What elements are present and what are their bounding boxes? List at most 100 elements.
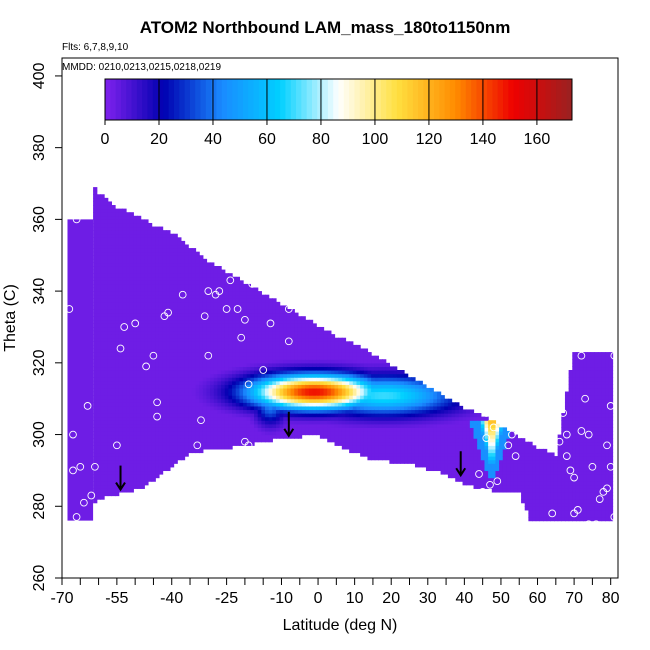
heatmap-cell: [104, 255, 109, 260]
heatmap-cell: [521, 474, 526, 479]
heatmap-cell: [290, 380, 295, 385]
heatmap-cell: [151, 323, 156, 328]
heatmap-cell: [393, 420, 398, 425]
heatmap-cell: [418, 413, 423, 418]
heatmap-cell: [243, 420, 248, 425]
heatmap-cell: [477, 434, 482, 439]
heatmap-cell: [96, 395, 102, 400]
heatmap-cell: [213, 359, 219, 364]
heatmap-cell: [312, 391, 317, 396]
heatmap-cell: [261, 395, 266, 400]
heatmap-cell: [100, 395, 105, 400]
heatmap-cell: [107, 387, 112, 393]
heatmap-cell: [180, 359, 186, 364]
heatmap-cell: [228, 441, 233, 446]
heatmap-cell: [151, 366, 156, 371]
heatmap-cell: [140, 484, 145, 489]
heatmap-cell: [440, 402, 445, 407]
heatmap-cell: [367, 416, 372, 421]
heatmap-cell: [96, 423, 102, 428]
heatmap-cell: [111, 305, 116, 310]
heatmap-cell: [129, 316, 134, 321]
heatmap-cell: [118, 319, 123, 324]
heatmap-cell: [265, 438, 270, 443]
heatmap-cell: [352, 420, 358, 425]
heatmap-cell: [327, 352, 332, 357]
heatmap-cell: [283, 344, 288, 350]
heatmap-cell: [206, 298, 211, 303]
heatmap-cell: [305, 413, 310, 418]
heatmap-cell: [202, 413, 208, 418]
heatmap-cell: [115, 219, 120, 224]
heatmap-cell: [261, 341, 266, 346]
heatmap-cell: [129, 355, 134, 360]
heatmap-cell: [144, 355, 149, 360]
heatmap-cell: [100, 359, 105, 364]
heatmap-cell: [147, 362, 153, 368]
heatmap-cell: [341, 366, 347, 371]
heatmap-cell: [100, 434, 105, 439]
heatmap-cell: [283, 387, 288, 393]
heatmap-cell: [111, 205, 116, 210]
heatmap-cell: [129, 430, 134, 436]
heatmap-cell: [447, 459, 453, 464]
heatmap-cell: [107, 395, 112, 400]
heatmap-cell: [319, 359, 325, 364]
heatmap-cell: [290, 330, 295, 335]
heatmap-cell: [107, 240, 112, 246]
heatmap-cell: [206, 409, 211, 414]
heatmap-cell: [122, 459, 127, 464]
heatmap-cell: [129, 434, 134, 439]
heatmap-cell: [243, 366, 248, 371]
heatmap-cell: [126, 334, 131, 339]
heatmap-cell: [162, 438, 167, 443]
heatmap-cell: [543, 502, 548, 507]
heatmap-cell: [305, 359, 310, 364]
heatmap-cell: [232, 438, 237, 443]
heatmap-cell: [169, 334, 175, 339]
heatmap-cell: [202, 341, 208, 346]
heatmap-cell: [228, 355, 233, 360]
heatmap-cell: [371, 370, 376, 375]
heatmap-cell: [118, 430, 123, 436]
heatmap-cell: [96, 273, 102, 278]
heatmap-cell: [104, 434, 109, 439]
heatmap-cell: [122, 262, 127, 267]
heatmap-cell: [166, 312, 171, 317]
heatmap-cell: [294, 312, 299, 317]
heatmap-cell: [133, 334, 138, 339]
heatmap-cell: [261, 312, 266, 317]
heatmap-cell: [136, 266, 142, 271]
heatmap-cell: [265, 362, 270, 368]
heatmap-cell: [195, 312, 200, 317]
heatmap-cell: [188, 377, 193, 382]
heatmap-cell: [129, 373, 134, 378]
heatmap-cell: [129, 305, 134, 310]
heatmap-cell: [129, 459, 134, 464]
heatmap-cell: [100, 373, 105, 378]
heatmap-cell: [532, 509, 537, 515]
heatmap-cell: [224, 434, 230, 439]
heatmap-cell: [107, 244, 112, 249]
heatmap-cell: [294, 402, 299, 407]
heatmap-cell: [111, 488, 116, 493]
heatmap-cell: [96, 237, 102, 242]
heatmap-cell: [334, 420, 339, 425]
heatmap-cell: [118, 463, 123, 468]
heatmap-cell: [308, 413, 314, 418]
heatmap-cell: [254, 420, 259, 425]
heatmap-cell: [213, 387, 219, 393]
heatmap-cell: [180, 405, 186, 411]
heatmap-cell: [158, 441, 164, 446]
heatmap-cell: [188, 434, 193, 439]
heatmap-cell: [254, 438, 259, 443]
heatmap-cell: [210, 359, 215, 364]
heatmap-cell: [93, 334, 98, 339]
heatmap-cell: [104, 384, 109, 389]
heatmap-cell: [206, 291, 211, 296]
heatmap-cell: [265, 391, 270, 396]
heatmap-cell: [316, 355, 321, 360]
heatmap-cell: [96, 466, 102, 472]
heatmap-cell: [400, 420, 405, 425]
heatmap-cell: [107, 441, 112, 446]
